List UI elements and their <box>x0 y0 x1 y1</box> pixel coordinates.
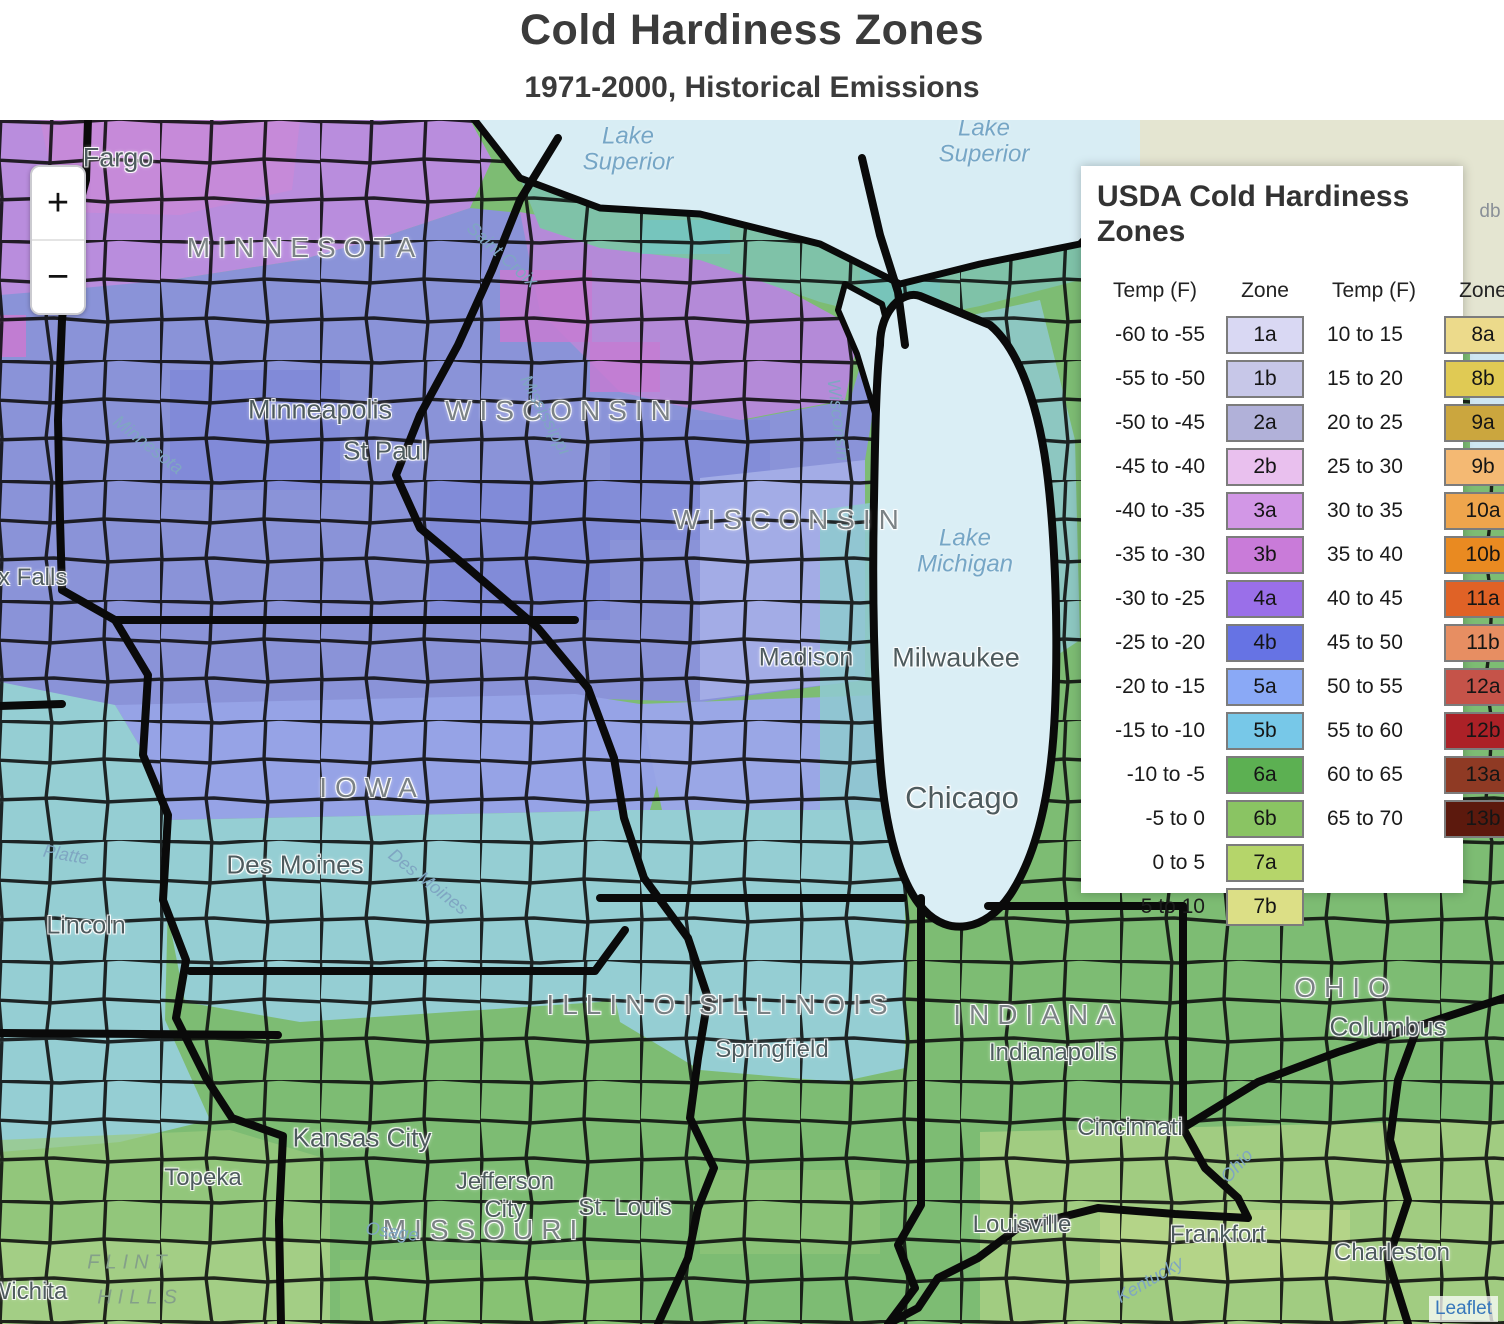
zoom-control-divider <box>32 239 84 241</box>
legend-temp: -45 to -40 <box>1115 455 1205 478</box>
legend-swatch-1b: 1b <box>1226 360 1304 398</box>
zoom-in-button[interactable]: + <box>32 167 84 239</box>
legend-panel: USDA Cold Hardiness Zones Temp (F) Zone … <box>1081 166 1504 926</box>
legend-temp: -40 to -35 <box>1115 499 1205 522</box>
legend-temp: -50 to -45 <box>1115 411 1205 434</box>
legend-swatch-5b: 5b <box>1226 712 1304 750</box>
legend-temp: -10 to -5 <box>1126 763 1205 786</box>
legend-temp: 0 to 5 <box>1152 851 1205 874</box>
page-subtitle: 1971-2000, Historical Emissions <box>524 71 980 104</box>
state-borders <box>0 120 1504 1324</box>
legend-swatch-11b: 11b <box>1444 624 1504 662</box>
legend-swatch-3a: 3a <box>1226 492 1304 530</box>
legend-swatch-10b: 10b <box>1444 536 1504 574</box>
map[interactable]: Lake Superior Lake Superior Lake Michiga… <box>0 120 1504 1324</box>
legend-temp: 15 to 20 <box>1327 367 1403 390</box>
legend-swatch-1a: 1a <box>1226 316 1304 354</box>
legend-swatch-8a: 8a <box>1444 316 1504 354</box>
legend-temp: -35 to -30 <box>1115 543 1205 566</box>
leaflet-attribution[interactable]: Leaflet <box>1428 1296 1498 1322</box>
leaflet-link[interactable]: Leaflet <box>1434 1298 1492 1319</box>
legend-swatch-13b: 13b <box>1444 800 1504 838</box>
legend-temp: 20 to 25 <box>1327 411 1403 434</box>
zoom-control: + − <box>30 165 86 315</box>
legend-swatch-3b: 3b <box>1226 536 1304 574</box>
legend-temp: 25 to 30 <box>1327 455 1403 478</box>
legend-swatch-13a: 13a <box>1444 756 1504 794</box>
legend-swatch-6b: 6b <box>1226 800 1304 838</box>
legend-swatch-9a: 9a <box>1444 404 1504 442</box>
legend-temp: 40 to 45 <box>1327 587 1403 610</box>
legend-swatch-7a: 7a <box>1226 844 1304 882</box>
legend-swatch-2a: 2a <box>1226 404 1304 442</box>
legend-header-zone-left: Zone <box>1241 279 1289 302</box>
legend-swatch-10a: 10a <box>1444 492 1504 530</box>
legend-swatch-12b: 12b <box>1444 712 1504 750</box>
legend-header-zone-right: Zone <box>1459 279 1504 302</box>
legend-swatch-5a: 5a <box>1226 668 1304 706</box>
legend-temp: 30 to 35 <box>1327 499 1403 522</box>
legend-temp: 10 to 15 <box>1327 323 1403 346</box>
legend-temp: 45 to 50 <box>1327 631 1403 654</box>
legend-swatch-9b: 9b <box>1444 448 1504 486</box>
legend-swatch-4a: 4a <box>1226 580 1304 618</box>
legend-temp: 65 to 70 <box>1327 807 1403 830</box>
legend-swatch-11a: 11a <box>1444 580 1504 618</box>
legend-temp: 35 to 40 <box>1327 543 1403 566</box>
legend-swatch-8b: 8b <box>1444 360 1504 398</box>
lake-michigan-shape <box>869 290 1061 931</box>
legend-temp: -5 to 0 <box>1145 807 1205 830</box>
legend-header-temp-right: Temp (F) <box>1332 279 1416 302</box>
legend-temp: 55 to 60 <box>1327 719 1403 742</box>
legend-swatch-4b: 4b <box>1226 624 1304 662</box>
legend-swatch-6a: 6a <box>1226 756 1304 794</box>
legend-grid: Temp (F) Zone Temp (F) Zone -60 to -55 1… <box>1097 273 1504 926</box>
legend-temp: -20 to -15 <box>1115 675 1205 698</box>
legend-temp: -30 to -25 <box>1115 587 1205 610</box>
lakes <box>470 120 1504 931</box>
legend-temp: 5 to 10 <box>1140 895 1205 918</box>
legend-temp: 60 to 65 <box>1327 763 1403 786</box>
legend-title: USDA Cold Hardiness Zones <box>1097 180 1410 248</box>
legend-swatch-12a: 12a <box>1444 668 1504 706</box>
legend-header-temp-left: Temp (F) <box>1113 279 1197 302</box>
legend-swatch-7b: 7b <box>1226 888 1304 926</box>
zoom-out-button[interactable]: − <box>32 241 84 313</box>
legend-temp: -55 to -50 <box>1115 367 1205 390</box>
legend-temp: 50 to 55 <box>1327 675 1403 698</box>
legend-temp: -15 to -10 <box>1115 719 1205 742</box>
legend-temp: -60 to -55 <box>1115 323 1205 346</box>
page-title: Cold Hardiness Zones <box>520 6 984 54</box>
page-header: Cold Hardiness Zones 1971-2000, Historic… <box>0 0 1504 120</box>
legend-temp: -25 to -20 <box>1115 631 1205 654</box>
legend-swatch-2b: 2b <box>1226 448 1304 486</box>
